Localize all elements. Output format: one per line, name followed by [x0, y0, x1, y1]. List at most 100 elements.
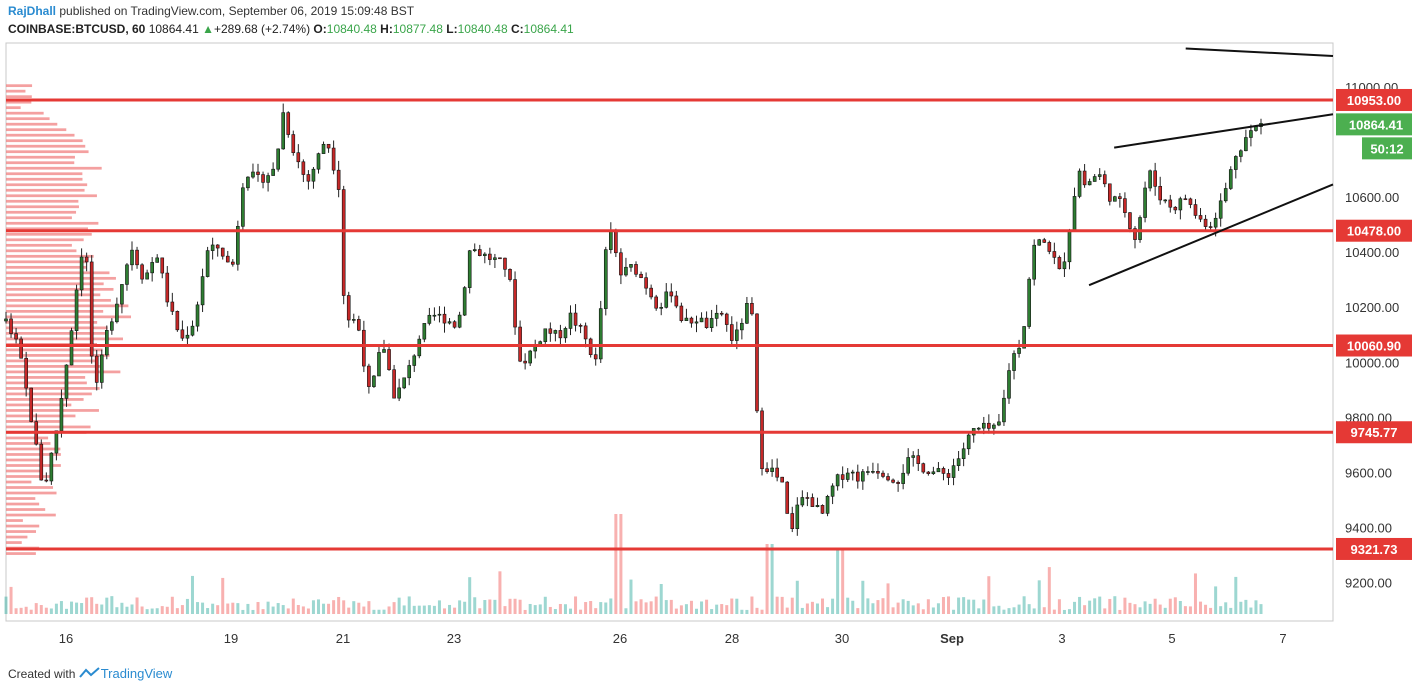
candle-body[interactable]	[891, 479, 895, 483]
candle-body[interactable]	[1017, 347, 1021, 354]
candle-body[interactable]	[614, 230, 618, 254]
candle-body[interactable]	[1188, 198, 1193, 205]
candle-body[interactable]	[9, 318, 13, 334]
candle-body[interactable]	[160, 257, 165, 274]
candle-body[interactable]	[699, 317, 704, 323]
candle-body[interactable]	[704, 317, 709, 328]
candle-body[interactable]	[931, 471, 936, 474]
candle-body[interactable]	[256, 171, 260, 175]
candle-body[interactable]	[286, 112, 291, 135]
candle-body[interactable]	[488, 253, 492, 260]
candle-body[interactable]	[467, 250, 472, 288]
candle-body[interactable]	[387, 349, 391, 371]
candle-body[interactable]	[916, 455, 921, 464]
candle-body[interactable]	[740, 322, 744, 331]
candle-body[interactable]	[1198, 215, 1203, 220]
candle-body[interactable]	[185, 334, 190, 339]
candle-body[interactable]	[14, 333, 18, 340]
candle-body[interactable]	[941, 468, 946, 474]
candle-body[interactable]	[523, 360, 527, 364]
candle-body[interactable]	[447, 321, 452, 324]
candle-body[interactable]	[1123, 198, 1127, 213]
candle-body[interactable]	[1052, 251, 1057, 258]
candle-body[interactable]	[195, 304, 200, 327]
candle-body[interactable]	[961, 448, 966, 459]
candle-body[interactable]	[1193, 204, 1198, 216]
candle-body[interactable]	[220, 247, 225, 257]
candle-body[interactable]	[760, 410, 764, 470]
candle-body[interactable]	[135, 249, 139, 266]
candle-body[interactable]	[840, 474, 845, 480]
candle-body[interactable]	[1067, 230, 1072, 263]
candle-body[interactable]	[573, 312, 578, 326]
candle-body[interactable]	[1173, 206, 1178, 211]
candle-body[interactable]	[981, 422, 986, 429]
candle-body[interactable]	[689, 317, 694, 324]
candle-body[interactable]	[619, 252, 623, 276]
candle-body[interactable]	[140, 264, 144, 280]
candle-body[interactable]	[130, 249, 134, 266]
candle-body[interactable]	[1102, 174, 1107, 185]
candle-body[interactable]	[780, 476, 784, 483]
candle-body[interactable]	[845, 472, 850, 480]
candle-body[interactable]	[1047, 242, 1052, 252]
candle-body[interactable]	[926, 471, 931, 474]
candle-body[interactable]	[1042, 239, 1047, 243]
candle-body[interactable]	[755, 313, 759, 412]
candle-body[interactable]	[664, 291, 669, 308]
candle-body[interactable]	[528, 350, 532, 364]
candle-body[interactable]	[1113, 196, 1117, 202]
candle-body[interactable]	[1037, 239, 1042, 246]
candle-body[interactable]	[1002, 397, 1006, 423]
candle-body[interactable]	[1223, 188, 1228, 202]
candle-body[interactable]	[946, 473, 951, 478]
candle-body[interactable]	[876, 471, 880, 474]
candle-body[interactable]	[1032, 244, 1036, 280]
candle-body[interactable]	[261, 174, 265, 183]
candle-body[interactable]	[1163, 199, 1168, 202]
candle-body[interactable]	[694, 321, 699, 324]
candle-body[interactable]	[321, 143, 326, 154]
candle-body[interactable]	[1168, 199, 1173, 208]
candle-body[interactable]	[1118, 196, 1122, 199]
candle-body[interactable]	[835, 474, 840, 487]
author-name[interactable]: RajDhall	[8, 4, 57, 18]
candle-body[interactable]	[1128, 212, 1132, 229]
tradingview-brand[interactable]: TradingView	[100, 666, 173, 681]
candle-body[interactable]	[513, 279, 517, 328]
candle-body[interactable]	[422, 323, 427, 340]
candle-body[interactable]	[1077, 170, 1082, 197]
candle-body[interactable]	[362, 329, 366, 367]
candle-body[interactable]	[59, 398, 64, 431]
candle-body[interactable]	[1254, 126, 1258, 131]
candle-body[interactable]	[115, 303, 119, 323]
candle-body[interactable]	[765, 468, 769, 472]
candle-body[interactable]	[548, 328, 553, 334]
candle-body[interactable]	[593, 354, 598, 360]
candle-body[interactable]	[145, 272, 149, 280]
candle-body[interactable]	[215, 244, 220, 249]
candle-body[interactable]	[1072, 196, 1077, 231]
candle-body[interactable]	[1138, 217, 1142, 240]
candle-body[interactable]	[896, 482, 900, 484]
candle-body[interactable]	[724, 313, 729, 325]
candle-body[interactable]	[553, 330, 558, 334]
candle-body[interactable]	[855, 471, 860, 482]
candle-body[interactable]	[311, 168, 316, 182]
candle-body[interactable]	[110, 321, 114, 331]
candle-body[interactable]	[180, 329, 185, 339]
candle-body[interactable]	[568, 312, 573, 329]
candle-body[interactable]	[483, 253, 487, 256]
candle-body[interactable]	[800, 497, 805, 506]
candle-body[interactable]	[54, 430, 59, 454]
candle-body[interactable]	[871, 471, 875, 473]
candle-body[interactable]	[951, 465, 956, 478]
candle-body[interactable]	[563, 328, 568, 339]
candle-body[interactable]	[493, 257, 497, 260]
candle-body[interactable]	[331, 147, 336, 171]
candle-body[interactable]	[609, 230, 613, 250]
candle-body[interactable]	[190, 325, 195, 336]
candle-body[interactable]	[231, 261, 235, 265]
candle-body[interactable]	[861, 471, 865, 482]
candle-body[interactable]	[815, 505, 820, 507]
